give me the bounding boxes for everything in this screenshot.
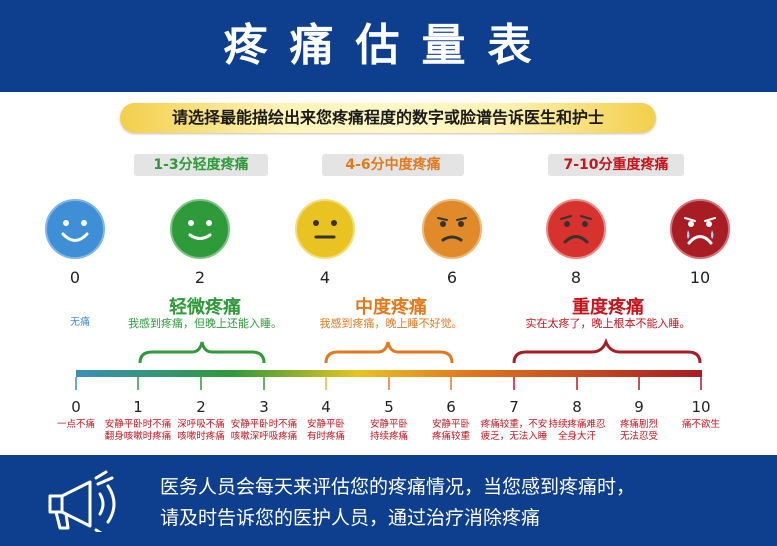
category-severe-tag: 7-10分重度疼痛: [548, 154, 684, 176]
header-banner: [0, 0, 777, 92]
megaphone-icon: [40, 470, 140, 538]
tick-7: 7: [509, 398, 519, 416]
severe-brace: [512, 337, 702, 364]
pain-scale-graphic: [75, 337, 702, 390]
tick-9-desc: 疼痛剧烈 无法忍受: [619, 419, 658, 442]
tick-2-desc: 深呼吸不痛 咳嗽时疼痛: [177, 419, 225, 442]
tick-10-desc: 痛不欲生: [681, 419, 720, 430]
face-2-score: 2: [194, 268, 206, 287]
tick-9: 9: [634, 398, 644, 416]
tick-3-desc: 安静平卧时不痛 咳嗽深呼吸疼痛: [230, 419, 298, 442]
severe-pain-desc: 实在太疼了，晚上根本不能入睡。: [525, 317, 691, 330]
tick-6: 6: [446, 398, 456, 416]
face-10-score: 10: [689, 268, 711, 287]
tick-7-desc: 疼痛较重，不安 疲乏，无法入睡: [480, 419, 548, 442]
category-mild-tag: 1-3分轻度疼痛: [134, 154, 268, 176]
tick-1-desc: 安静平卧时不痛 翻身咳嗽时疼痛: [104, 419, 172, 442]
page-title: 疼痛估量表: [223, 20, 554, 71]
tick-5: 5: [384, 398, 394, 416]
tick-1: 1: [133, 398, 143, 416]
instruction-banner: 请选择最能描绘出来您疼痛程度的数字或脸谱告诉医生和护士: [120, 103, 656, 133]
severe-pain-title: 重度疼痛: [572, 297, 644, 318]
face-6-score: 6: [446, 268, 458, 287]
tick-10: 10: [691, 398, 711, 416]
category-moderate-tag: 4-6分中度疼痛: [322, 154, 464, 176]
tick-8-desc: 持续疼痛难忍 全身大汗: [548, 419, 606, 442]
no-pain-label: 无痛: [70, 317, 90, 328]
tick-0-desc: 一点不痛: [56, 419, 95, 430]
scale-bar: [76, 370, 702, 377]
tick-4-desc: 安静平卧 有时疼痛: [306, 419, 345, 442]
face-8-icon[interactable]: [546, 199, 606, 259]
footer-line-1: 医务人员会每天来评估您的疼痛情况，当您感到疼痛时，: [160, 476, 636, 498]
face-0-icon[interactable]: [45, 199, 105, 259]
tick-2: 2: [196, 398, 206, 416]
footer-line-2: 请及时告诉您的医护人员，通过治疗消除疼痛: [160, 507, 541, 529]
mild-pain-desc: 我感到疼痛，但晚上还能入睡。: [128, 317, 282, 330]
tick-4: 4: [321, 398, 331, 416]
face-10-icon[interactable]: [670, 199, 730, 259]
footer-banner: [0, 455, 777, 546]
mild-pain-title: 轻微疼痛: [169, 297, 241, 318]
tick-6-desc: 安静平卧 疼痛较重: [431, 419, 470, 442]
moderate-pain-title: 中度疼痛: [355, 297, 427, 318]
face-6-icon[interactable]: [422, 199, 482, 259]
face-8-score: 8: [570, 268, 582, 287]
face-4-score: 4: [319, 268, 331, 287]
tick-8: 8: [572, 398, 582, 416]
face-0-score: 0: [69, 268, 81, 287]
tick-5-desc: 安静平卧 持续疼痛: [369, 419, 408, 442]
face-4-icon[interactable]: [295, 199, 355, 259]
tick-0: 0: [71, 398, 81, 416]
moderate-brace: [324, 341, 454, 364]
moderate-pain-desc: 我感到疼痛，晚上睡不好觉。: [319, 317, 463, 330]
face-2-icon[interactable]: [170, 199, 230, 259]
tick-3: 3: [259, 398, 269, 416]
mild-brace: [138, 341, 266, 364]
